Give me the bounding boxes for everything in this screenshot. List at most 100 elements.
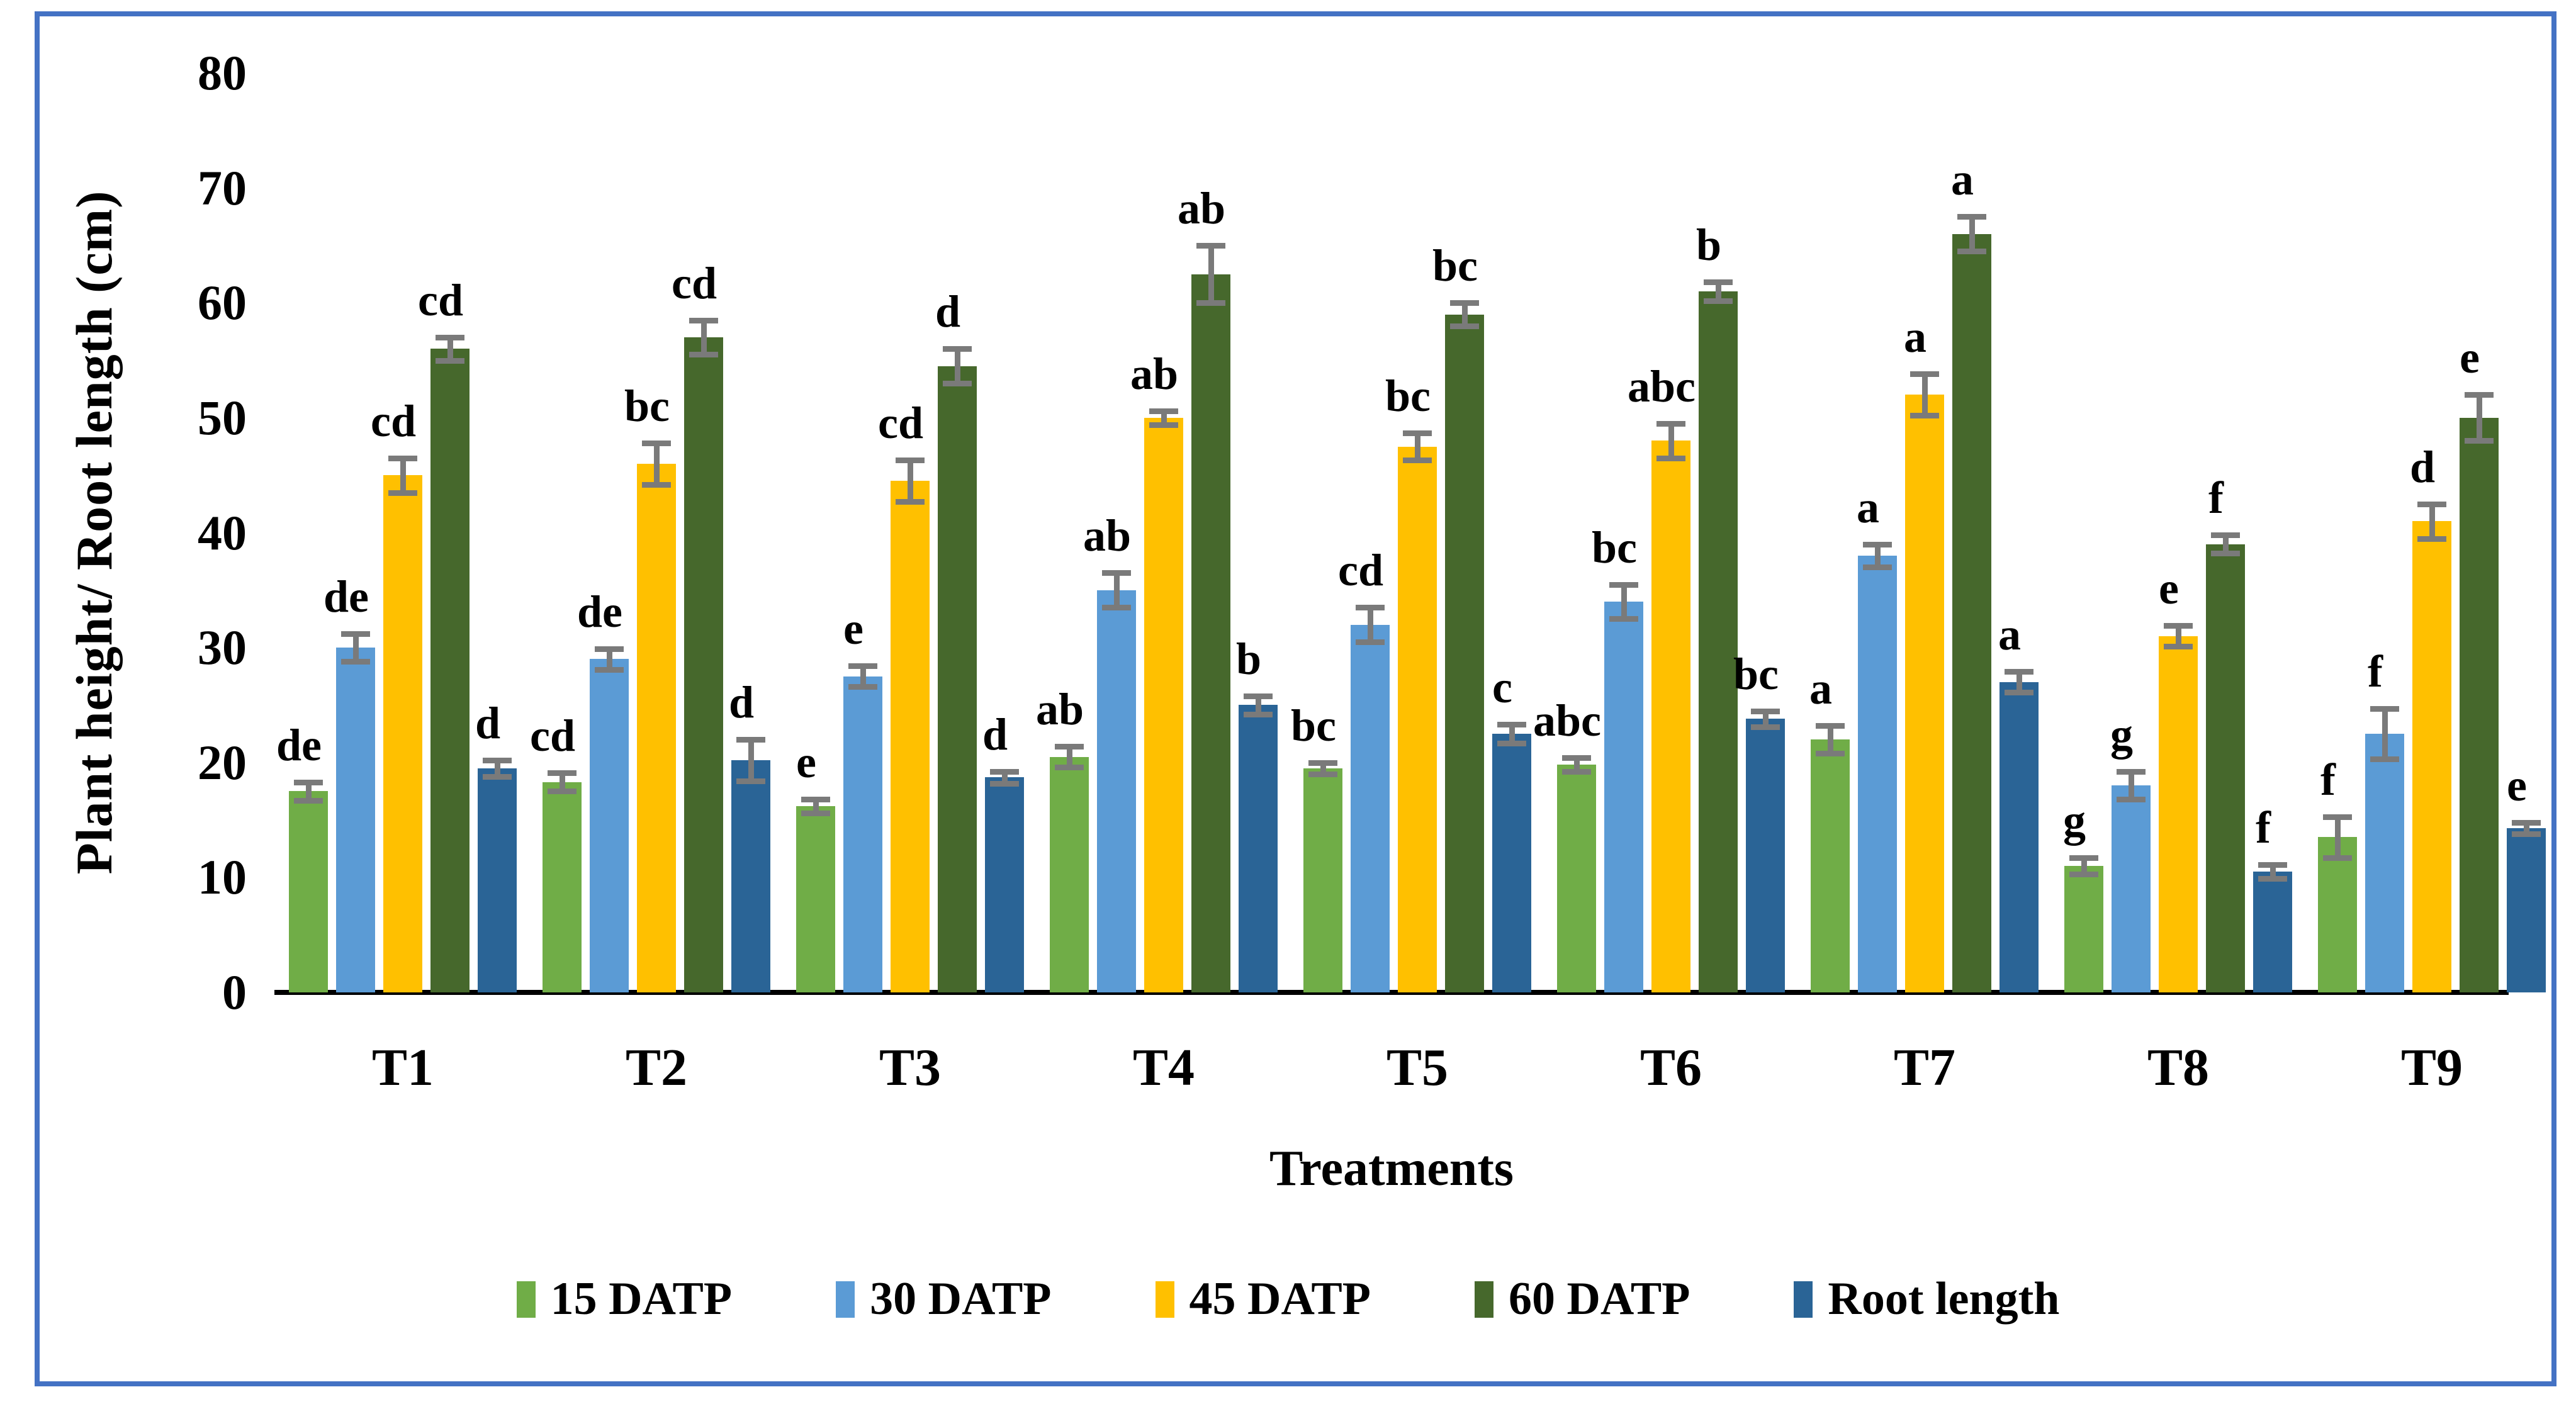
error-bar — [1621, 584, 1627, 619]
y-tick-label: 10 — [198, 850, 247, 905]
error-bar-cap-bottom — [1308, 772, 1337, 777]
bar-30-datp — [1351, 624, 1390, 992]
error-bar — [1114, 573, 1120, 608]
error-bar — [607, 648, 612, 670]
bar-45-datp — [1651, 441, 1690, 992]
legend-item: 60 DATP — [1474, 1272, 1690, 1326]
error-bar-cap-top — [1403, 430, 1432, 436]
error-bar — [748, 739, 754, 781]
x-category-label: T2 — [625, 1038, 688, 1097]
error-bar-cap-top — [1863, 541, 1892, 547]
significance-letter: de — [323, 571, 369, 622]
x-category-label: T7 — [1893, 1038, 1956, 1097]
bar-15-datp — [1811, 739, 1850, 992]
error-bar-cap-top — [943, 346, 972, 352]
legend-swatch-icon — [836, 1281, 855, 1318]
error-bar — [1509, 724, 1515, 743]
legend-item: Root length — [1794, 1272, 2059, 1326]
error-bar-cap-bottom — [341, 659, 370, 665]
bar-30-datp — [1097, 590, 1136, 992]
error-bar-cap-bottom — [548, 789, 577, 795]
x-category-label: T3 — [879, 1038, 942, 1097]
bar-root-length — [1999, 682, 2039, 992]
bar-30-datp — [590, 659, 629, 992]
bar-45-datp — [637, 463, 676, 992]
error-bar — [1875, 544, 1881, 568]
significance-letter: cd — [1338, 545, 1383, 596]
error-bar — [560, 773, 565, 792]
error-bar — [1574, 758, 1580, 772]
error-bar-cap-top — [2117, 769, 2146, 775]
significance-letter: ab — [1083, 510, 1132, 561]
significance-letter: c — [1492, 662, 1512, 713]
error-bar — [306, 782, 312, 800]
error-bar — [2081, 858, 2087, 874]
error-bar-cap-top — [2465, 392, 2494, 398]
significance-letter: e — [843, 603, 863, 654]
bar-root-length — [478, 768, 517, 992]
error-bar-cap-top — [896, 458, 925, 464]
error-bar-cap-top — [2258, 862, 2287, 868]
error-bar-cap-top — [736, 737, 765, 743]
bar-45-datp — [2159, 636, 2198, 992]
legend-swatch-icon — [516, 1281, 536, 1318]
bar-15-datp — [543, 782, 582, 992]
error-bar — [1256, 695, 1261, 715]
significance-letter: d — [935, 286, 961, 337]
x-category-label: T1 — [371, 1038, 434, 1097]
error-bar — [1368, 607, 1373, 642]
error-bar-cap-top — [1196, 242, 1225, 249]
error-bar-cap-top — [483, 758, 512, 764]
error-bar-cap-top — [1356, 605, 1385, 611]
x-category-label: T4 — [1132, 1038, 1195, 1097]
error-bar-cap-top — [1704, 279, 1733, 286]
bar-60-datp — [684, 337, 723, 992]
significance-letter: bc — [1592, 522, 1637, 573]
bar-30-datp — [2112, 785, 2151, 992]
y-tick-label: 80 — [198, 45, 247, 100]
error-bar-cap-top — [2370, 705, 2399, 712]
error-bar-cap-bottom — [1497, 740, 1526, 746]
error-bar-cap-bottom — [2164, 644, 2193, 650]
error-bar-cap-bottom — [1562, 769, 1591, 775]
y-tick-label: 60 — [198, 275, 247, 330]
error-bar — [860, 666, 866, 687]
error-bar-cap-bottom — [1149, 422, 1178, 428]
error-bar-cap-top — [848, 663, 877, 670]
legend-item: 15 DATP — [516, 1272, 733, 1326]
error-bar-cap-bottom — [1863, 564, 1892, 571]
y-tick-label: 0 — [222, 965, 247, 1019]
error-bar-cap-bottom — [1609, 616, 1638, 622]
error-bar-cap-bottom — [801, 811, 830, 817]
error-bar — [2382, 708, 2388, 760]
error-bar-cap-top — [1244, 693, 1273, 699]
error-bar-cap-bottom — [896, 499, 925, 505]
error-bar-cap-top — [1149, 408, 1178, 414]
error-bar-cap-bottom — [2258, 876, 2287, 882]
legend-swatch-icon — [1155, 1281, 1174, 1318]
bar-root-length — [1492, 734, 1531, 992]
error-bar — [1922, 374, 1928, 416]
significance-letter: de — [276, 719, 322, 770]
significance-letter: bc — [624, 381, 670, 432]
error-bar-cap-top — [595, 646, 624, 652]
error-bar-cap-top — [801, 797, 830, 803]
bar-30-datp — [1604, 602, 1643, 992]
bar-60-datp — [1699, 291, 1738, 992]
legend-label: Root length — [1828, 1273, 2060, 1325]
error-bar-cap-top — [1497, 722, 1526, 728]
bar-root-length — [1746, 719, 1785, 992]
x-axis-line — [274, 990, 2509, 995]
significance-letter: e — [2507, 760, 2527, 811]
legend-label: 15 DATP — [550, 1273, 733, 1325]
bar-root-length — [2253, 872, 2292, 992]
error-bar-cap-top — [1957, 214, 1986, 220]
bar-root-length — [2507, 828, 2546, 992]
error-bar — [2477, 395, 2482, 441]
bar-60-datp — [1445, 314, 1484, 992]
error-bar-cap-bottom — [1102, 605, 1131, 611]
y-tick-label: 40 — [198, 505, 247, 560]
significance-letter: a — [1998, 609, 2021, 660]
error-bar-cap-bottom — [1656, 455, 1685, 461]
error-bar-cap-top — [294, 779, 323, 785]
